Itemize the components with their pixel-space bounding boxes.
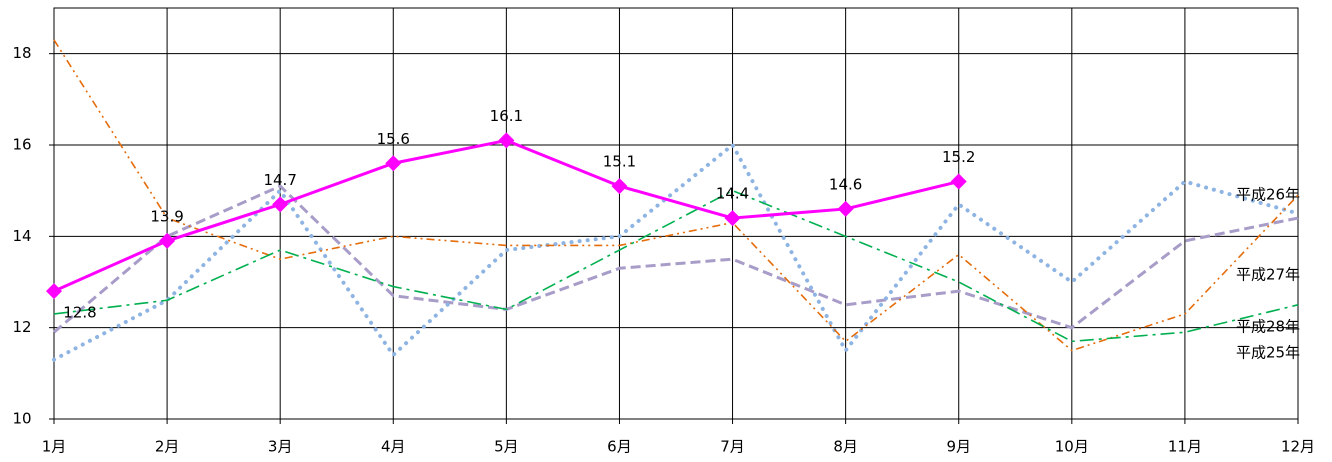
marker xyxy=(837,200,854,217)
y-tick-label: 18 xyxy=(12,44,31,62)
marker xyxy=(46,283,62,300)
x-tick-label: 10月 xyxy=(1055,438,1089,456)
data-label: 14.4 xyxy=(716,185,749,203)
data-label: 15.2 xyxy=(942,148,975,166)
series-label: 平成28年 xyxy=(1236,318,1300,336)
x-tick-label: 5月 xyxy=(494,438,519,456)
series-label: 平成27年 xyxy=(1236,266,1300,284)
marker xyxy=(272,196,289,213)
y-tick-label: 12 xyxy=(12,318,31,336)
x-tick-label: 8月 xyxy=(833,438,858,456)
marker xyxy=(724,210,741,227)
marker xyxy=(498,132,515,149)
x-tick-label: 12月 xyxy=(1281,438,1315,456)
marker xyxy=(611,178,628,195)
series-label: 平成25年 xyxy=(1236,344,1300,362)
series-label: 平成26年 xyxy=(1236,186,1300,204)
marker xyxy=(159,232,176,249)
data-label: 15.1 xyxy=(603,153,636,171)
x-tick-label: 2月 xyxy=(155,438,180,456)
x-tick-label: 9月 xyxy=(946,438,971,456)
series-line xyxy=(53,189,1299,343)
x-tick-label: 4月 xyxy=(381,438,406,456)
marker xyxy=(385,155,402,172)
x-tick-label: 1月 xyxy=(42,438,67,456)
y-tick-label: 16 xyxy=(12,136,31,154)
series-line xyxy=(53,184,1299,334)
data-label: 16.1 xyxy=(490,107,523,125)
x-tick-label: 6月 xyxy=(607,438,632,456)
x-tick-label: 3月 xyxy=(268,438,293,456)
y-tick-label: 10 xyxy=(12,410,31,428)
data-label: 13.9 xyxy=(150,207,183,225)
y-tick-label: 14 xyxy=(12,227,31,245)
data-label: 14.7 xyxy=(263,171,296,189)
x-tick-label: 11月 xyxy=(1168,438,1202,456)
x-tick-label: 7月 xyxy=(720,438,745,456)
plot-area xyxy=(53,7,1299,420)
data-label: 14.6 xyxy=(829,175,862,193)
series-line xyxy=(53,39,1299,352)
data-label: 12.8 xyxy=(63,304,96,322)
data-label: 15.6 xyxy=(377,130,410,148)
marker xyxy=(950,173,967,190)
